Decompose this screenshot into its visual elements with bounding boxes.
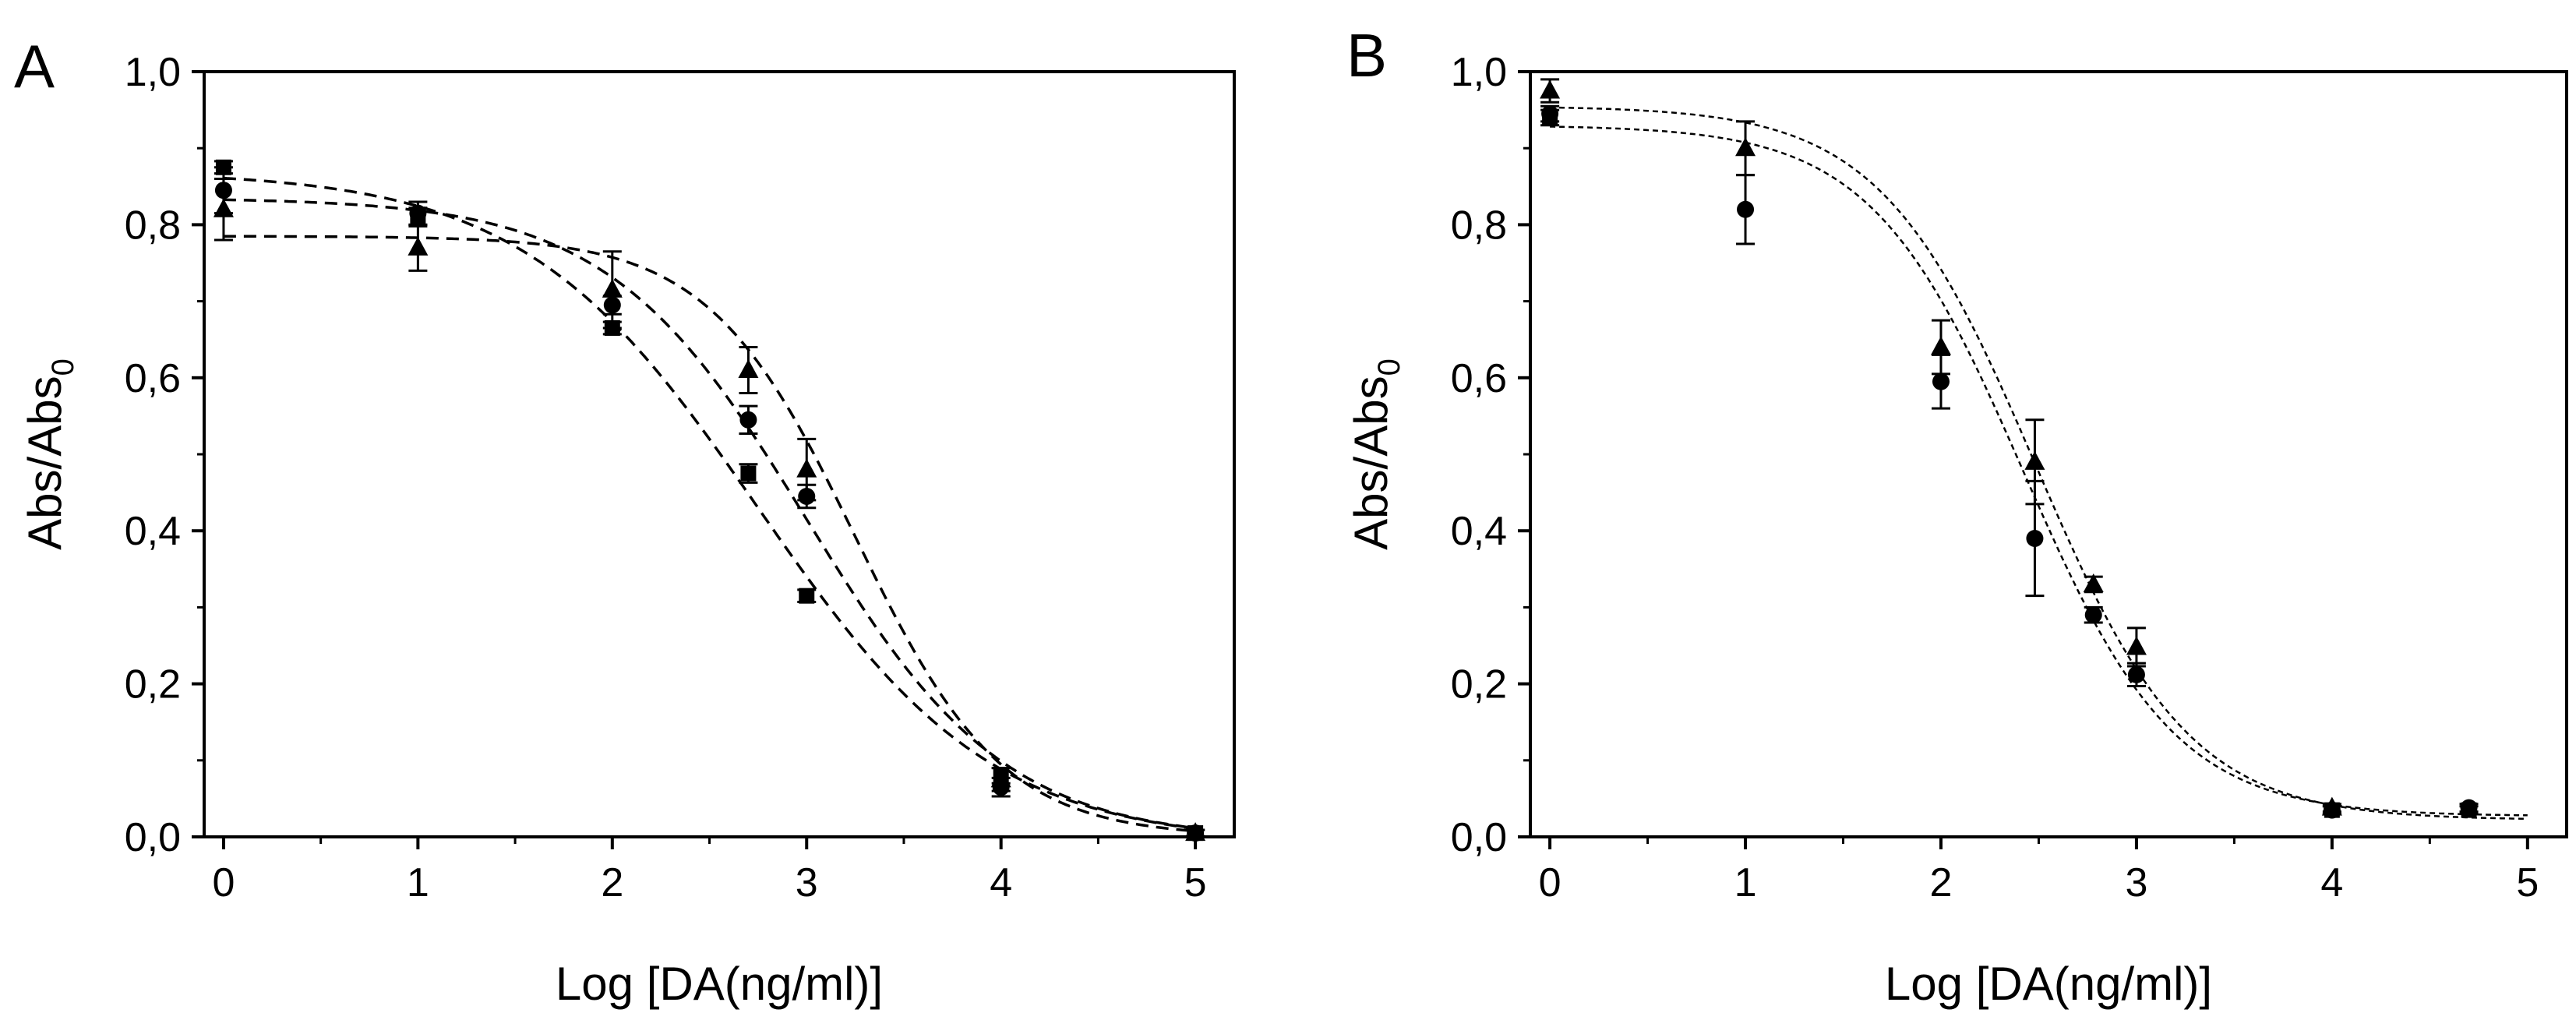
y-axis-title-a: Abs/Abs0 bbox=[19, 358, 80, 550]
marker-triangle bbox=[2321, 796, 2342, 816]
marker-triangle bbox=[2083, 573, 2104, 592]
x-tick-label: 1 bbox=[407, 860, 429, 905]
data-point-triangles bbox=[796, 437, 817, 502]
marker-triangle bbox=[408, 236, 429, 256]
panel-label-b: B bbox=[1346, 21, 1387, 90]
marker-triangle bbox=[796, 458, 817, 478]
data-point-triangles bbox=[990, 767, 1011, 792]
y-tick-label: 0,6 bbox=[125, 356, 181, 401]
marker-circle bbox=[409, 204, 427, 222]
x-axis-title-b: Log [DA(ng/ml)] bbox=[1885, 958, 2212, 1010]
x-tick-label: 1 bbox=[1734, 860, 1757, 905]
data-point-triangles bbox=[1185, 822, 1206, 842]
x-axis-a: 0 1 2 3 4 5 bbox=[212, 837, 1207, 905]
marker-triangle bbox=[2126, 636, 2147, 655]
x-tick-label: 3 bbox=[796, 860, 818, 905]
data-point-triangles bbox=[408, 223, 429, 272]
y-tick-label: 1,0 bbox=[125, 50, 181, 95]
data-point-triangles bbox=[2126, 626, 2147, 668]
x-tick-label: 2 bbox=[1930, 860, 1953, 905]
fit-curve-squares bbox=[223, 176, 1196, 831]
y-axis-b: 0,0 0,2 0,4 0,6 0,8 1,0 bbox=[1451, 50, 1530, 860]
data-point-circles bbox=[2459, 799, 2479, 817]
y-tick-label: 1,0 bbox=[1451, 50, 1507, 95]
data-points-b bbox=[1540, 78, 2479, 819]
x-tick-label: 4 bbox=[990, 860, 1012, 905]
data-point-triangles bbox=[2083, 573, 2104, 594]
data-point-circles bbox=[1540, 104, 1560, 123]
data-point-triangles bbox=[2024, 418, 2045, 506]
marker-triangle bbox=[1735, 137, 1756, 157]
fit-curve-circles bbox=[223, 198, 1196, 830]
y-tick-label: 0,0 bbox=[125, 815, 181, 860]
marker-circle bbox=[2460, 799, 2478, 817]
fit-curve-triangles bbox=[1550, 106, 2528, 821]
data-point-circles bbox=[739, 404, 758, 435]
marker-circle bbox=[1541, 105, 1559, 123]
marker-triangle bbox=[602, 278, 623, 298]
x-axis-b: 0 1 2 3 4 5 bbox=[1539, 837, 2539, 905]
data-points-a bbox=[213, 159, 1206, 842]
x-tick-label: 4 bbox=[2320, 860, 2343, 905]
y-tick-label: 0,4 bbox=[125, 509, 181, 554]
x-tick-label: 3 bbox=[2125, 860, 2147, 905]
x-tick-label: 5 bbox=[1184, 860, 1207, 905]
data-point-triangles bbox=[213, 177, 234, 242]
y-axis-title-b: Abs/Abs0 bbox=[1345, 358, 1406, 550]
data-point-squares bbox=[739, 463, 758, 484]
y-axis-title-main-a: Abs/Abs bbox=[19, 376, 71, 549]
y-tick-label: 0,4 bbox=[1451, 509, 1507, 554]
x-tick-label: 5 bbox=[2516, 860, 2539, 905]
data-point-circles bbox=[1736, 174, 1756, 245]
x-axis-title-a: Log [DA(ng/ml)] bbox=[556, 958, 883, 1010]
marker-circle bbox=[2084, 606, 2102, 624]
fit-curve-triangles bbox=[223, 235, 1196, 833]
y-axis-title-subscript-a: 0 bbox=[46, 358, 80, 376]
panel-label-a: A bbox=[14, 32, 55, 101]
chart-panel-b: B 0,0 0,2 0,4 0,6 0,8 1,0 0 1 2 3 4 5 Log [DA(ng/m… bbox=[1345, 21, 2568, 1010]
y-tick-label: 0,2 bbox=[1451, 662, 1507, 708]
data-point-triangles bbox=[738, 346, 759, 394]
y-tick-label: 0,8 bbox=[125, 203, 181, 248]
data-point-circles bbox=[2084, 605, 2103, 624]
marker-circle bbox=[739, 411, 757, 429]
marker-triangle bbox=[738, 358, 759, 378]
marker-triangle bbox=[2024, 450, 2045, 470]
marker-triangle bbox=[990, 768, 1011, 788]
marker-triangle bbox=[1930, 336, 1951, 355]
data-point-triangles bbox=[1540, 78, 1561, 104]
x-tick-label: 0 bbox=[1539, 860, 1561, 905]
fit-curves-a bbox=[223, 176, 1196, 833]
marker-square bbox=[799, 588, 815, 604]
y-tick-label: 0,2 bbox=[125, 662, 181, 708]
y-tick-label: 0,0 bbox=[1451, 815, 1507, 860]
fit-curves-b bbox=[1550, 106, 2528, 821]
y-axis-title-subscript-b: 0 bbox=[1372, 358, 1406, 376]
marker-circle bbox=[1932, 372, 1950, 390]
data-point-triangles bbox=[1930, 319, 1951, 376]
marker-triangle bbox=[1185, 822, 1206, 842]
data-point-triangles bbox=[602, 250, 623, 330]
marker-square bbox=[740, 465, 757, 482]
data-point-triangles bbox=[2321, 796, 2342, 816]
x-tick-label: 0 bbox=[212, 860, 235, 905]
y-tick-label: 0,6 bbox=[1451, 356, 1507, 401]
y-axis-a: 0,0 0,2 0,4 0,6 0,8 1,0 bbox=[125, 50, 204, 860]
x-tick-label: 2 bbox=[601, 860, 623, 905]
chart-panel-a: A 0,0 0,2 0,4 0,6 0,8 1,0 0 1 2 3 4 5 Log [DA(ng/m… bbox=[14, 32, 1236, 1010]
fit-curve-circles bbox=[1550, 125, 2528, 817]
marker-circle bbox=[2127, 665, 2145, 683]
plot-frame-b bbox=[1529, 70, 2568, 838]
y-axis-title-main-b: Abs/Abs bbox=[1345, 376, 1397, 549]
y-tick-label: 0,8 bbox=[1451, 203, 1507, 248]
marker-triangle bbox=[213, 198, 234, 217]
data-point-squares bbox=[797, 588, 817, 604]
marker-circle bbox=[2026, 530, 2044, 548]
data-point-triangles bbox=[1735, 120, 1756, 177]
marker-triangle bbox=[1540, 79, 1561, 99]
marker-circle bbox=[1737, 200, 1755, 218]
